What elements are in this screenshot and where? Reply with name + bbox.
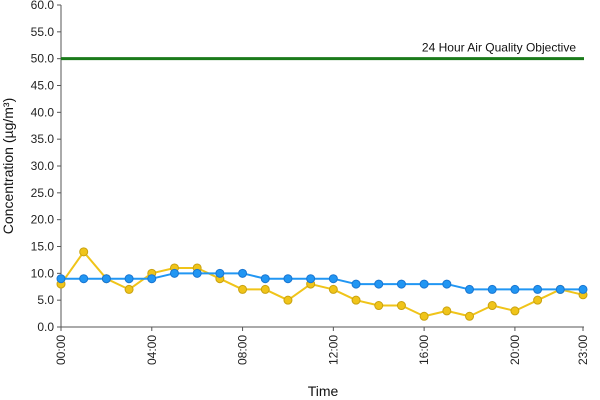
data-point [124, 284, 134, 294]
x-tick-label: 12:00 [326, 335, 340, 365]
reference-line-group: 24 Hour Air Quality Objective [61, 41, 584, 61]
y-tick-label: 35.0 [31, 132, 55, 146]
data-point [283, 274, 293, 284]
x-tick-label: 16:00 [417, 335, 431, 365]
data-point [147, 274, 157, 284]
y-tick-label: 30.0 [31, 159, 55, 173]
data-point [283, 295, 293, 305]
data-point [510, 306, 520, 316]
y-tick-label: 60.0 [31, 0, 55, 12]
series-group [56, 247, 588, 321]
data-point [351, 279, 361, 289]
data-point [192, 268, 202, 278]
data-point [260, 274, 270, 284]
data-point [396, 279, 406, 289]
x-tick-label: 20:00 [508, 335, 522, 365]
data-point [510, 284, 520, 294]
y-tick-label: 40.0 [31, 105, 55, 119]
y-tick-label: 0.0 [37, 320, 54, 334]
data-point [215, 268, 225, 278]
data-point [465, 311, 475, 321]
data-point [306, 274, 316, 284]
data-point [487, 284, 497, 294]
y-tick-label: 10.0 [31, 266, 55, 280]
y-tick-label: 45.0 [31, 79, 55, 93]
data-point [79, 247, 89, 257]
data-point [419, 311, 429, 321]
data-point [442, 279, 452, 289]
data-point [578, 284, 588, 294]
series-2 [56, 247, 588, 321]
y-tick-label: 20.0 [31, 213, 55, 227]
data-point [465, 284, 475, 294]
data-point [533, 284, 543, 294]
data-point [101, 274, 111, 284]
x-tick-label: 04:00 [145, 335, 159, 365]
data-point [374, 279, 384, 289]
data-point [260, 284, 270, 294]
y-tick-label: 5.0 [37, 293, 54, 307]
data-point [419, 279, 429, 289]
x-tick-label: 08:00 [236, 335, 250, 365]
data-point [351, 295, 361, 305]
data-point [396, 301, 406, 311]
y-tick-label: 25.0 [31, 186, 55, 200]
x-tick-label: 00:00 [54, 335, 68, 365]
data-point [442, 306, 452, 316]
data-point [374, 301, 384, 311]
y-tick-label: 50.0 [31, 52, 55, 66]
data-point [79, 274, 89, 284]
data-point [533, 295, 543, 305]
data-point [238, 268, 248, 278]
y-tick-label: 15.0 [31, 240, 55, 254]
y-axis: 0.0 5.0 10.0 15.0 20.0 25.0 30.0 35.0 40.0 45.0 50… [31, 0, 62, 334]
data-point [328, 274, 338, 284]
x-axis-title: Time [308, 383, 339, 399]
data-point [169, 268, 179, 278]
y-axis-title: Concentration (µg/m³) [0, 98, 16, 234]
series-line [60, 250, 584, 318]
x-axis: 00:00 04:00 08:00 12:00 16:00 20:00 23:00 [54, 326, 590, 365]
series-1 [56, 268, 588, 294]
data-point [487, 301, 497, 311]
data-point [124, 274, 134, 284]
data-point [56, 274, 66, 284]
data-point [238, 284, 248, 294]
data-point [328, 284, 338, 294]
y-tick-label: 55.0 [31, 25, 55, 39]
data-point [555, 284, 565, 294]
reference-line-label: 24 Hour Air Quality Objective [422, 41, 576, 55]
x-tick-label: 23:00 [576, 335, 590, 365]
